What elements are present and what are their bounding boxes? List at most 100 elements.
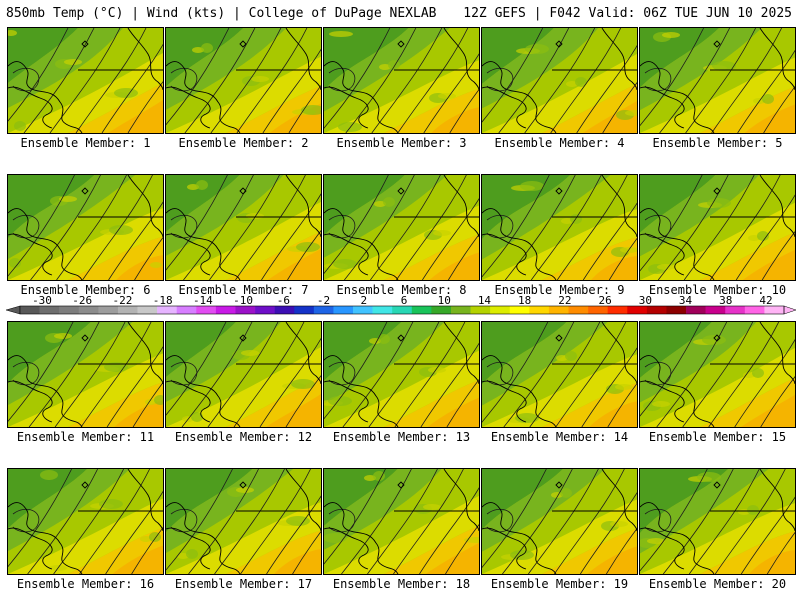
colorbar-tick-label: 22 [558,296,571,307]
colorbar-tick-label: -22 [113,296,133,307]
colorbar-low-arrow [5,305,21,315]
temperature-map [7,468,164,575]
temperature-map [165,321,322,428]
temperature-map [165,27,322,134]
colorbar-swatch [333,306,354,314]
colorbar-swatch [607,306,628,314]
ensemble-member-label: Ensemble Member: 9 [494,283,625,297]
ensemble-member-label: Ensemble Member: 4 [494,136,625,150]
map-svg [166,469,321,574]
colorbar-swatch [646,306,667,314]
colorbar-swatch [59,306,80,314]
ensemble-member-label: Ensemble Member: 10 [648,283,787,297]
colorbar-tick-label: -30 [32,296,52,307]
colorbar-swatch [372,306,393,314]
ensemble-member-label: Ensemble Member: 17 [174,577,313,591]
temperature-map [7,174,164,281]
colorbar-tick-label: -26 [72,296,92,307]
ensemble-member-label: Ensemble Member: 19 [490,577,629,591]
map-svg [640,28,795,133]
temperature-map [481,321,638,428]
colorbar-swatch [176,306,197,314]
temperature-map [7,27,164,134]
colorbar-tick-label: -14 [193,296,213,307]
colorbar-tick-label: -18 [153,296,173,307]
map-svg [324,28,479,133]
temperature-map [639,27,796,134]
colorbar-swatch [157,306,178,314]
ensemble-member-label: Ensemble Member: 11 [16,430,155,444]
colorbar-swatch [255,306,275,314]
map-svg [8,175,163,280]
map-svg [8,469,163,574]
product-title: 850mb Temp (°C) | Wind (kts) | College o… [6,6,437,21]
colorbar-swatch [137,306,158,314]
temperature-map [323,27,480,134]
colorbar-tick-label: 42 [759,296,772,307]
temperature-map [323,174,480,281]
ensemble-member-label: Ensemble Member: 5 [652,136,783,150]
ensemble-member-label: Ensemble Member: 6 [20,283,151,297]
map-svg [482,469,637,574]
ensemble-member-label: Ensemble Member: 14 [490,430,629,444]
map-svg [482,322,637,427]
temperature-map [639,468,796,575]
colorbar-swatch [235,306,256,314]
colorbar-tick-label: -2 [317,296,330,307]
colorbar-swatch [588,306,608,314]
colorbar-swatch [548,306,569,314]
colorbar-tick-label: 30 [639,296,652,307]
colorbar-swatch [313,306,334,314]
colorbar-swatch [666,306,687,314]
colorbar-swatch [490,306,511,314]
colorbar-svg: -30 -26 -22 -18 -14 -10 -6 -2 2 6 10 14 18 22 26 30 34 38… [5,296,797,315]
temperature-map [481,174,638,281]
colorbar-tick-label: 6 [401,296,408,307]
colorbar-swatch [568,306,589,314]
colorbar-swatch [78,306,99,314]
colorbar-swatch [215,306,236,314]
colorbar-swatch [39,306,60,314]
map-svg [640,322,795,427]
colorbar-tick-label: 10 [438,296,451,307]
temperature-map [639,174,796,281]
ensemble-member-label: Ensemble Member: 12 [174,430,313,444]
colorbar-swatch [509,306,530,314]
colorbar-swatch [353,306,373,314]
colorbar-swatch [196,306,217,314]
temperature-colorbar: -30 -26 -22 -18 -14 -10 -6 -2 2 6 10 14 18 22 26 30 34 38… [0,296,800,320]
header: 850mb Temp (°C) | Wind (kts) | College o… [0,0,800,26]
colorbar-swatch [686,306,706,314]
ensemble-member-label: Ensemble Member: 13 [332,430,471,444]
map-svg [482,28,637,133]
colorbar-tick-label: 14 [478,296,492,307]
ensemble-member-label: Ensemble Member: 8 [336,283,467,297]
colorbar-tick-label: 18 [518,296,531,307]
ensemble-member-label: Ensemble Member: 20 [648,577,787,591]
temperature-map [639,321,796,428]
colorbar-tick-label: 26 [598,296,611,307]
colorbar-swatch [20,306,40,314]
map-svg [324,322,479,427]
colorbar-swatch [98,306,119,314]
map-svg [324,469,479,574]
ensemble-member-label: Ensemble Member: 7 [178,283,309,297]
temperature-map [323,321,480,428]
model-run-valid-time: 12Z GEFS | F042 Valid: 06Z TUE JUN 10 20… [463,6,792,21]
colorbar-tick-label: 34 [679,296,693,307]
colorbar-tick-label: -6 [277,296,290,307]
temperature-map [481,27,638,134]
colorbar-swatch [627,306,648,314]
temperature-map [165,174,322,281]
map-svg [166,322,321,427]
colorbar-swatch [117,306,138,314]
colorbar-swatch [450,306,471,314]
ensemble-member-label: Ensemble Member: 18 [332,577,471,591]
map-svg [640,175,795,280]
map-svg [166,175,321,280]
ensemble-member-label: Ensemble Member: 15 [648,430,787,444]
map-svg [324,175,479,280]
colorbar-swatch [274,306,295,314]
temperature-map [165,468,322,575]
ensemble-member-label: Ensemble Member: 1 [20,136,151,150]
